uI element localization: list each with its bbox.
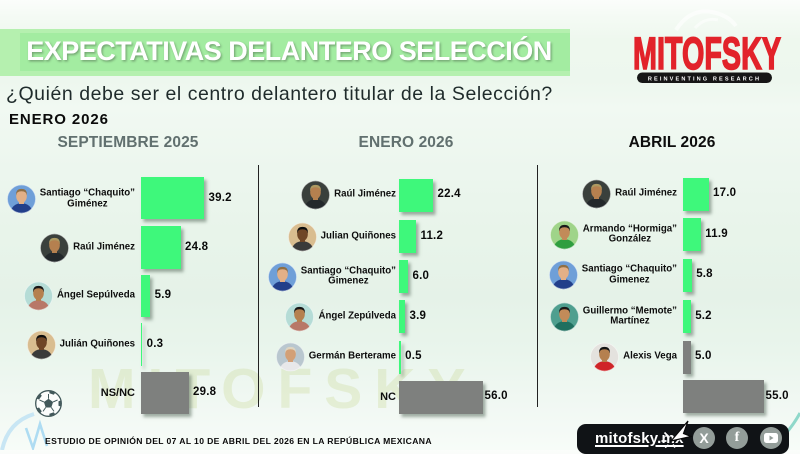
svg-text:MITOFSKY: MITOFSKY: [633, 32, 781, 79]
svg-text:REINVENTING RESEARCH: REINVENTING RESEARCH: [648, 76, 761, 82]
